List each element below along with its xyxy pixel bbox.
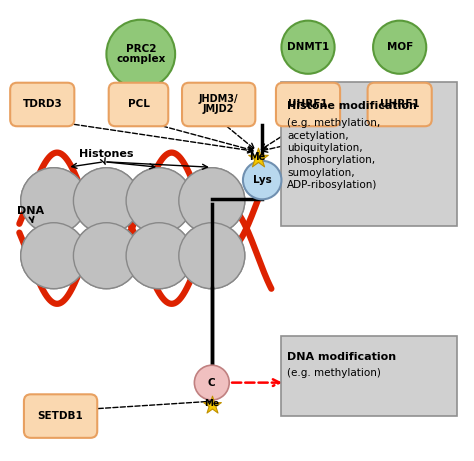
Circle shape bbox=[21, 168, 87, 234]
Text: (e.g. methylation): (e.g. methylation) bbox=[287, 368, 381, 378]
Text: DNMT1: DNMT1 bbox=[287, 42, 329, 52]
Circle shape bbox=[73, 223, 139, 289]
Text: JHDM3/
JMJD2: JHDM3/ JMJD2 bbox=[199, 95, 238, 114]
Circle shape bbox=[179, 223, 245, 289]
Circle shape bbox=[73, 168, 139, 234]
Circle shape bbox=[126, 168, 192, 234]
Circle shape bbox=[106, 20, 175, 89]
Text: SETDB1: SETDB1 bbox=[38, 411, 83, 421]
Circle shape bbox=[126, 168, 192, 234]
Circle shape bbox=[373, 21, 426, 74]
Circle shape bbox=[126, 223, 192, 289]
Circle shape bbox=[73, 168, 139, 234]
Circle shape bbox=[179, 223, 245, 289]
Circle shape bbox=[21, 223, 87, 289]
FancyBboxPatch shape bbox=[281, 336, 457, 416]
Text: C: C bbox=[208, 378, 216, 388]
Text: Histones: Histones bbox=[79, 149, 133, 160]
FancyBboxPatch shape bbox=[281, 82, 457, 226]
Circle shape bbox=[194, 365, 229, 400]
Text: TDRD3: TDRD3 bbox=[22, 100, 62, 110]
Text: Me: Me bbox=[249, 152, 266, 162]
FancyBboxPatch shape bbox=[10, 83, 74, 126]
Text: UHRF1: UHRF1 bbox=[380, 100, 419, 110]
Text: DNA modification: DNA modification bbox=[287, 352, 397, 362]
Circle shape bbox=[243, 161, 282, 199]
Text: Histone modification: Histone modification bbox=[287, 101, 417, 111]
Circle shape bbox=[179, 168, 245, 234]
Text: PCL: PCL bbox=[128, 100, 149, 110]
FancyBboxPatch shape bbox=[276, 83, 340, 126]
Text: UHRF1: UHRF1 bbox=[288, 100, 328, 110]
Point bbox=[254, 154, 262, 162]
Point bbox=[208, 401, 216, 408]
Circle shape bbox=[126, 223, 192, 289]
FancyBboxPatch shape bbox=[182, 83, 255, 126]
Circle shape bbox=[179, 168, 245, 234]
Circle shape bbox=[21, 223, 87, 289]
Circle shape bbox=[282, 21, 335, 74]
Circle shape bbox=[21, 168, 87, 234]
FancyBboxPatch shape bbox=[368, 83, 432, 126]
FancyBboxPatch shape bbox=[109, 83, 168, 126]
Text: Lys: Lys bbox=[253, 175, 272, 185]
Circle shape bbox=[73, 223, 139, 289]
Text: MOF: MOF bbox=[386, 42, 413, 52]
Text: PRC2
complex: PRC2 complex bbox=[116, 44, 165, 65]
Text: Me: Me bbox=[204, 399, 219, 408]
FancyBboxPatch shape bbox=[24, 394, 97, 438]
Text: DNA: DNA bbox=[17, 207, 44, 222]
Text: (e.g. methylation,
acetylation,
ubiquitylation,
phosphorylation,
sumoylation,
AD: (e.g. methylation, acetylation, ubiquity… bbox=[287, 118, 381, 190]
